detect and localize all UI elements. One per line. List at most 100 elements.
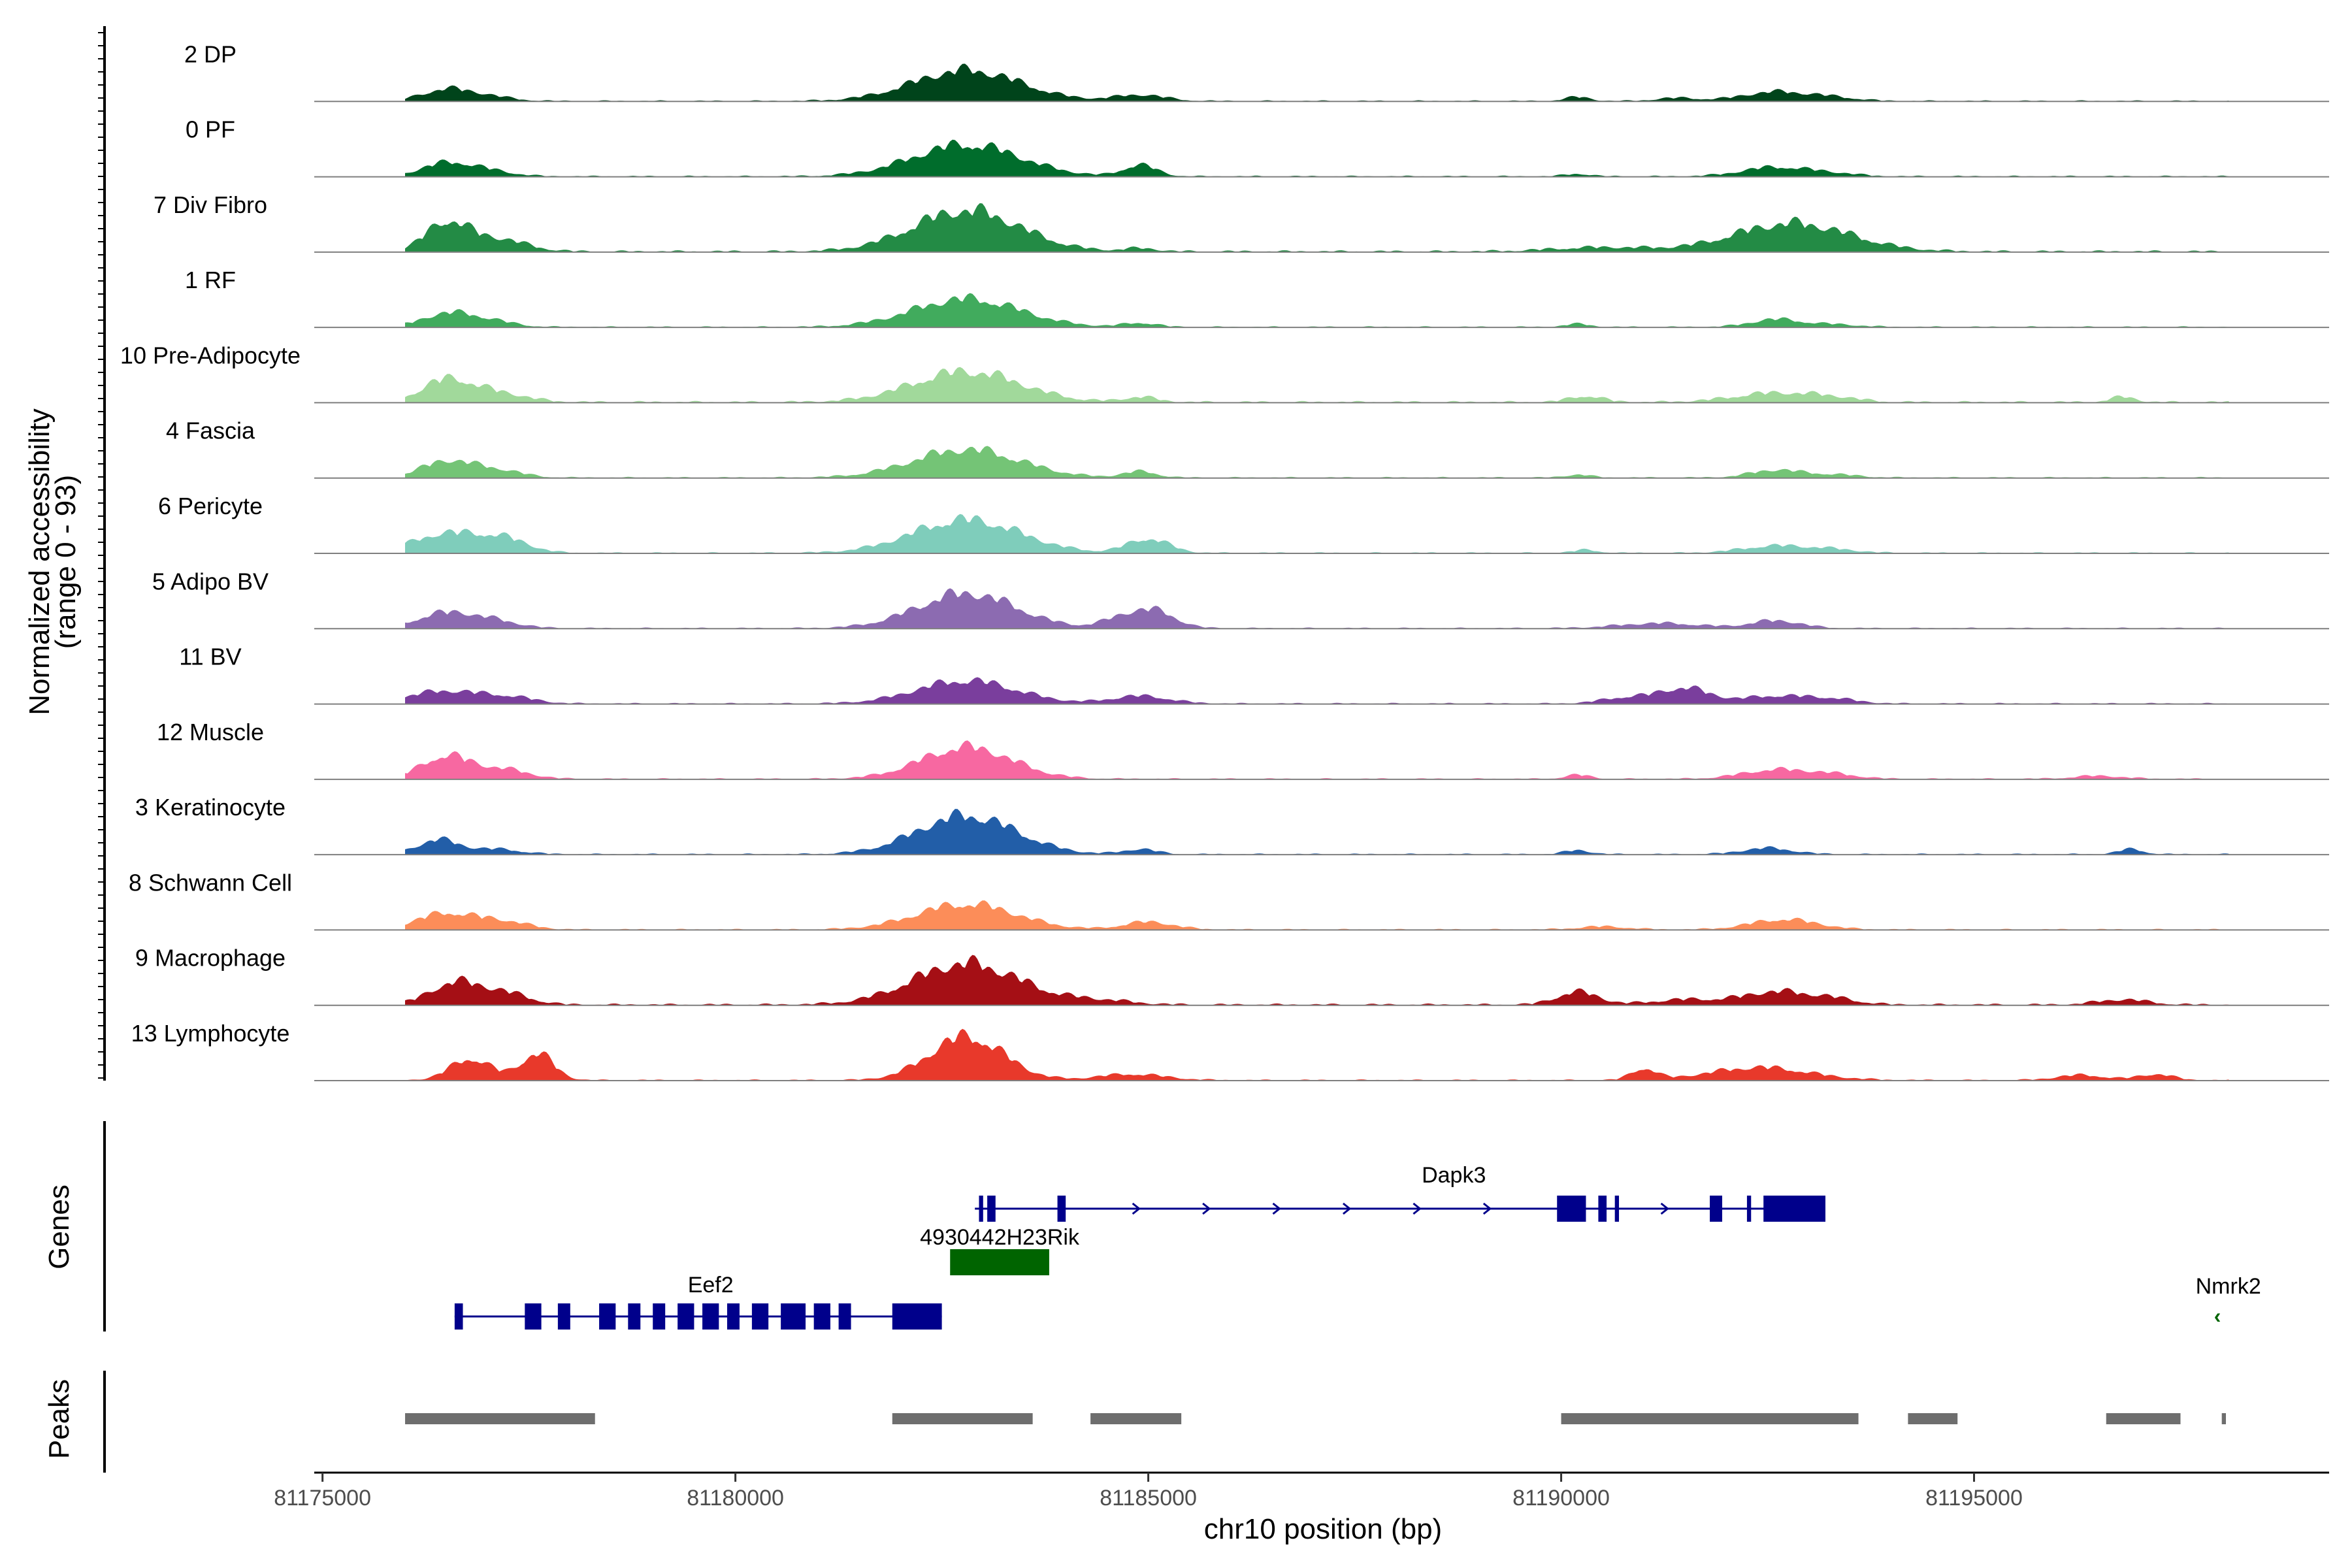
peak-region <box>892 1413 1033 1424</box>
coverage-area <box>405 293 2230 328</box>
peaks-panel-label: Peaks <box>43 1379 75 1459</box>
track-label: 5 Adipo BV <box>152 568 269 595</box>
peak-region <box>405 1413 595 1424</box>
exon <box>1763 1196 1825 1222</box>
track-6-pericyte: 6 Pericyte <box>158 493 2329 554</box>
panel-axis-lines <box>98 26 106 1473</box>
coverage-area <box>405 367 2230 403</box>
coverage-area <box>405 588 2230 629</box>
coverage-area <box>405 63 2230 102</box>
peak-region <box>1090 1413 1182 1424</box>
track-label: 13 Lymphocyte <box>131 1020 290 1047</box>
exon <box>599 1303 616 1330</box>
track-2-dp: 2 DP <box>184 41 2329 103</box>
strand-arrow-icon <box>1132 1202 1141 1215</box>
exon <box>702 1303 719 1330</box>
coverage-area <box>405 677 2230 704</box>
strand-arrow-icon <box>1342 1202 1352 1215</box>
track-label: 7 Div Fibro <box>154 191 267 218</box>
exon <box>1614 1196 1620 1222</box>
coverage-tracks: 2 DP 0 PF 7 Div Fibro 1 RF 10 Pre-Adipocyte 4… <box>120 41 2329 1081</box>
exon <box>781 1303 806 1330</box>
coverage-area <box>405 446 2230 478</box>
coverage-area <box>405 1028 2230 1081</box>
track-13-lymphocyte: 13 Lymphocyte <box>131 1020 2329 1081</box>
coverage-area <box>405 955 2230 1005</box>
coverage-area <box>405 514 2230 553</box>
x-tick-label: 81185000 <box>1100 1486 1197 1511</box>
track-label: 2 DP <box>184 41 237 67</box>
gene-annotation-track: Eef2 4930442H23Rik Dapk3 Nmrk2 ‹ <box>454 1163 2261 1330</box>
strand-arrow-icon <box>1413 1202 1422 1215</box>
track-10-pre-adipocyte: 10 Pre-Adipocyte <box>120 342 2329 404</box>
track-11-bv: 11 BV <box>179 644 2329 705</box>
y-axis-range: (range 0 - 93) <box>50 475 82 649</box>
coverage-area <box>405 809 2230 855</box>
exon <box>892 1303 942 1330</box>
gene-4930442h23rik: 4930442H23Rik <box>920 1225 1080 1275</box>
peak-region <box>1561 1413 1859 1424</box>
track-0-pf: 0 PF <box>186 116 2329 178</box>
exon <box>628 1303 641 1330</box>
gene-nmrk2: Nmrk2 ‹ <box>2196 1274 2261 1328</box>
track-label: 8 Schwann Cell <box>129 869 292 896</box>
exon <box>838 1303 851 1330</box>
x-tick-label: 81180000 <box>687 1486 784 1511</box>
track-label: 12 Muscle <box>157 719 264 745</box>
peak-region <box>2221 1413 2227 1424</box>
track-1-rf: 1 RF <box>185 267 2329 329</box>
exon <box>950 1249 1049 1275</box>
exon <box>557 1303 570 1330</box>
exon <box>751 1303 769 1330</box>
track-label: 0 PF <box>186 116 235 143</box>
exon <box>727 1303 740 1330</box>
exon <box>1557 1196 1586 1222</box>
exon <box>525 1303 542 1330</box>
genes-panel-label: Genes <box>43 1184 75 1269</box>
gene-label: 4930442H23Rik <box>920 1225 1080 1250</box>
track-3-keratinocyte: 3 Keratinocyte <box>135 794 2329 856</box>
track-label: 1 RF <box>185 267 236 293</box>
x-tick-label: 81195000 <box>1925 1486 2023 1511</box>
peak-region <box>1908 1413 1958 1424</box>
gene-eef2: Eef2 <box>454 1273 942 1330</box>
track-label: 6 Pericyte <box>158 493 263 519</box>
track-5-adipo-bv: 5 Adipo BV <box>152 568 2329 630</box>
exon <box>813 1303 830 1330</box>
gene-label: Eef2 <box>688 1273 734 1298</box>
track-label: 3 Keratinocyte <box>135 794 286 821</box>
coverage-area <box>405 740 2230 779</box>
strand-arrow-icon <box>1202 1202 1211 1215</box>
x-tick-label: 81190000 <box>1512 1486 1610 1511</box>
track-label: 10 Pre-Adipocyte <box>120 342 301 368</box>
track-label: 4 Fascia <box>166 417 255 444</box>
x-axis-title: chr10 position (bp) <box>1204 1513 1442 1545</box>
strand-arrow-icon <box>1482 1202 1492 1215</box>
exon <box>1598 1196 1607 1222</box>
exon <box>1746 1196 1752 1222</box>
exon <box>1057 1196 1066 1222</box>
track-label: 11 BV <box>179 644 241 670</box>
coverage-area <box>405 900 2230 930</box>
track-9-macrophage: 9 Macrophage <box>135 945 2329 1006</box>
exon <box>1710 1196 1723 1222</box>
exon <box>653 1303 666 1330</box>
track-7-div-fibro: 7 Div Fibro <box>154 191 2329 253</box>
coverage-area <box>405 139 2230 177</box>
exon <box>987 1196 996 1222</box>
gene-label: Nmrk2 <box>2196 1274 2261 1299</box>
y-axis-title: Normalized accessibility <box>24 408 56 715</box>
strand-arrow-icon <box>1660 1202 1669 1215</box>
x-axis: 81175000 81180000 81185000 81190000 81195000 <box>274 1471 2329 1511</box>
track-4-fascia: 4 Fascia <box>166 417 2329 479</box>
exon <box>678 1303 694 1330</box>
exon <box>979 1196 983 1222</box>
x-tick-label: 81175000 <box>274 1486 371 1511</box>
peak-annotation-track <box>405 1413 2227 1424</box>
peak-region <box>2106 1413 2181 1424</box>
strand-arrow-icon: ‹ <box>2214 1304 2221 1328</box>
exon <box>454 1303 463 1330</box>
track-label: 9 Macrophage <box>135 945 286 972</box>
track-8-schwann-cell: 8 Schwann Cell <box>129 869 2329 931</box>
